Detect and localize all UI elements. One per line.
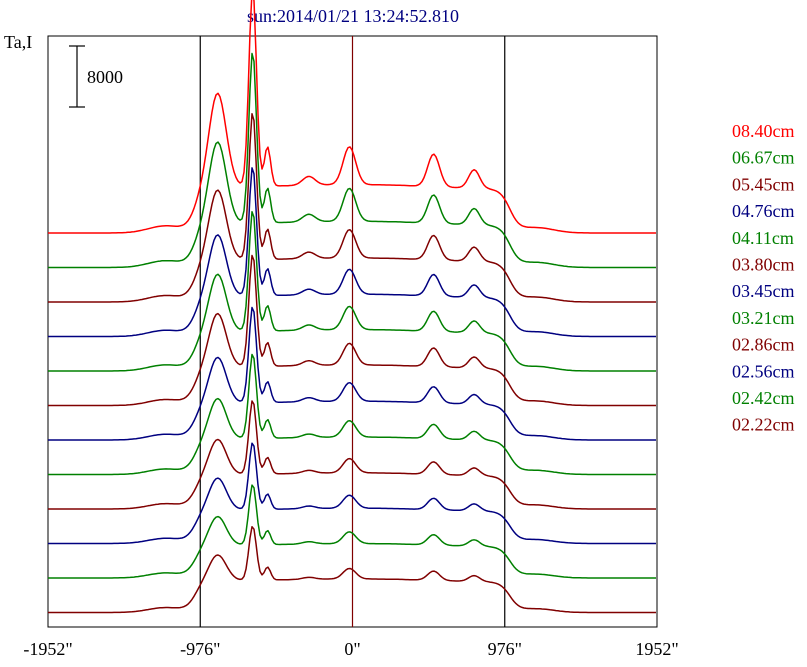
legend-entry-08.40cm: 08.40cm [732,121,795,141]
x-tick-label-2: 0" [344,639,360,659]
series-line-03.45cm [48,306,656,441]
series-line-03.80cm [48,254,656,407]
y-axis-label: Ta,I [4,32,32,52]
x-tick-label-3: 976" [488,639,522,659]
x-tick-label-1: -976" [180,639,220,659]
series-line-04.76cm [48,167,656,338]
series-line-03.21cm [48,353,656,476]
series-line-02.86cm [48,400,656,510]
scale-bar-label: 8000 [87,67,123,87]
x-tick-label-4: 1952" [635,639,678,659]
legend-entry-05.45cm: 05.45cm [732,174,795,194]
chart-title: sun:2014/01/21 13:24:52.810 [247,6,459,26]
legend-entry-04.76cm: 04.76cm [732,201,795,221]
legend-entry-02.86cm: 02.86cm [732,335,795,355]
legend-entry-04.11cm: 04.11cm [732,228,794,248]
legend-entry-03.21cm: 03.21cm [732,308,795,328]
series-line-02.22cm [48,525,656,614]
x-tick-label-0: -1952" [23,639,72,659]
legend-entry-02.22cm: 02.22cm [732,415,795,435]
series-line-02.42cm [48,484,656,579]
series-curves [48,0,656,614]
x-tick-labels: -1952" -976" 0" 976" 1952" [23,639,678,659]
legend-entry-03.80cm: 03.80cm [732,255,795,275]
series-line-08.40cm [48,0,656,234]
series-line-06.67cm [48,52,656,269]
legend: 08.40cm 06.67cm 05.45cm 04.76cm 04.11cm 03.80… [732,121,795,435]
series-line-04.11cm [48,211,656,372]
legend-entry-03.45cm: 03.45cm [732,281,795,301]
legend-entry-02.42cm: 02.42cm [732,388,795,408]
series-line-05.45cm [48,113,656,303]
series-line-02.56cm [48,442,656,545]
scale-bar: 8000 [69,45,123,108]
legend-entry-02.56cm: 02.56cm [732,361,795,381]
legend-entry-06.67cm: 06.67cm [732,148,795,168]
